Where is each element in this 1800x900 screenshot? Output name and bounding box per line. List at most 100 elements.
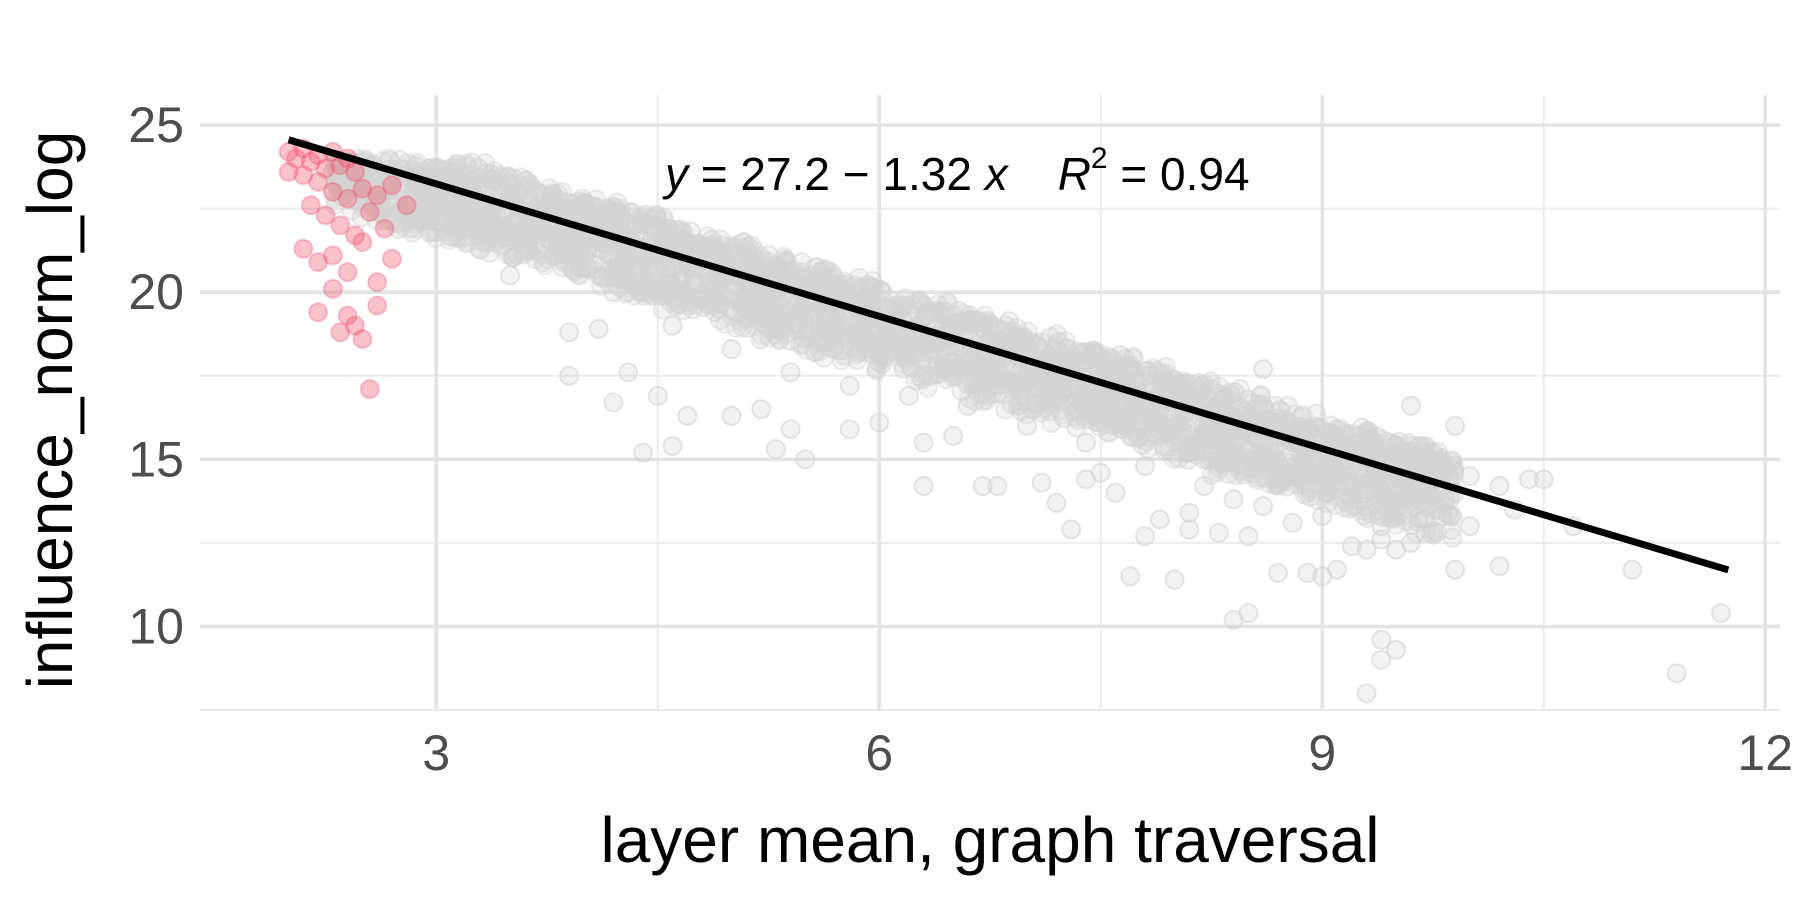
data-point <box>795 449 816 470</box>
data-point <box>1057 338 1078 359</box>
data-point <box>916 305 937 326</box>
data-point <box>632 279 653 300</box>
data-point <box>461 152 482 173</box>
data-point <box>1098 422 1119 443</box>
data-point <box>623 214 644 235</box>
data-point <box>572 257 593 278</box>
data-point <box>986 374 1007 395</box>
data-point <box>834 271 855 292</box>
data-point <box>554 231 575 252</box>
data-point <box>913 364 934 385</box>
data-point <box>455 213 476 234</box>
data-point <box>1191 385 1212 406</box>
data-point <box>784 312 805 333</box>
data-point <box>577 258 598 279</box>
data-point <box>1323 455 1344 476</box>
data-point <box>774 252 795 273</box>
data-point <box>1056 338 1077 359</box>
data-point <box>1312 566 1333 587</box>
data-point <box>469 217 490 238</box>
data-point <box>1233 437 1254 458</box>
data-point <box>582 196 603 217</box>
data-point <box>1071 343 1092 364</box>
data-point <box>541 230 562 251</box>
data-point <box>1030 332 1051 353</box>
data-point <box>972 312 993 333</box>
data-point <box>1120 355 1141 376</box>
data-point <box>1351 417 1372 438</box>
data-point <box>430 158 451 179</box>
data-point <box>884 295 905 316</box>
data-point <box>1084 342 1105 363</box>
data-point <box>520 174 541 195</box>
data-point <box>1098 401 1119 422</box>
data-point <box>1348 489 1369 510</box>
data-point <box>977 385 998 406</box>
data-point <box>370 195 391 216</box>
data-point <box>866 360 887 381</box>
data-point <box>469 238 490 259</box>
data-point <box>1242 448 1263 469</box>
data-point <box>1072 342 1093 363</box>
data-point <box>1223 442 1244 463</box>
data-point <box>1268 475 1289 496</box>
data-point <box>928 300 949 321</box>
data-point <box>1622 559 1643 580</box>
data-point <box>741 235 762 256</box>
data-point <box>426 228 447 249</box>
data-point <box>1173 423 1194 444</box>
data-point <box>891 295 912 316</box>
data-point <box>1343 433 1364 454</box>
data-point <box>654 226 675 247</box>
data-point <box>995 399 1016 420</box>
highlight-point <box>337 262 358 283</box>
data-point <box>1277 467 1298 488</box>
data-point <box>1075 432 1096 453</box>
data-point <box>417 204 438 225</box>
data-point <box>1002 375 1023 396</box>
data-point <box>1087 353 1108 374</box>
data-point <box>604 267 625 288</box>
data-point <box>1168 428 1189 449</box>
data-point <box>1367 426 1388 447</box>
data-point <box>948 360 969 381</box>
data-point <box>413 195 434 216</box>
data-point <box>1297 418 1318 439</box>
data-point <box>1149 509 1170 530</box>
data-point <box>1385 506 1406 527</box>
data-point <box>860 284 881 305</box>
data-point <box>559 198 580 219</box>
data-point <box>1194 476 1215 497</box>
data-point <box>756 287 777 308</box>
data-point <box>607 256 628 277</box>
data-point <box>399 208 420 229</box>
data-point <box>1666 663 1687 684</box>
data-point <box>871 346 892 367</box>
data-point <box>732 233 753 254</box>
data-point <box>621 202 642 223</box>
data-point <box>500 226 521 247</box>
data-point <box>605 197 626 218</box>
data-point <box>1109 402 1130 423</box>
data-point <box>1075 469 1096 490</box>
data-point <box>703 296 724 317</box>
data-point <box>352 196 373 217</box>
data-point <box>780 362 801 383</box>
data-point <box>1259 436 1280 457</box>
data-point <box>438 194 459 215</box>
data-point <box>1397 451 1418 472</box>
data-point <box>1243 454 1264 475</box>
data-point <box>760 307 781 328</box>
data-point <box>1233 464 1254 485</box>
data-point <box>1032 385 1053 406</box>
data-point <box>465 218 486 239</box>
data-point <box>1296 482 1317 503</box>
data-point <box>1385 514 1406 535</box>
data-point <box>513 244 534 265</box>
trend-line-group <box>287 136 1730 574</box>
data-point <box>774 249 795 270</box>
data-point <box>769 262 790 283</box>
data-point <box>1028 392 1049 413</box>
data-point <box>1415 522 1436 543</box>
data-point <box>893 345 914 366</box>
